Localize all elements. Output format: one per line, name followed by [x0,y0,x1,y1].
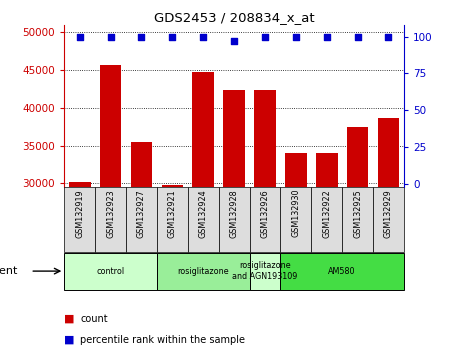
FancyBboxPatch shape [218,187,250,252]
Text: AM580: AM580 [328,267,356,276]
FancyBboxPatch shape [64,187,95,252]
FancyBboxPatch shape [250,187,280,252]
Text: GSM132926: GSM132926 [260,189,269,238]
Text: GSM132919: GSM132919 [75,189,84,238]
Title: GDS2453 / 208834_x_at: GDS2453 / 208834_x_at [154,11,314,24]
Text: GSM132930: GSM132930 [291,189,300,238]
Point [200,34,207,39]
Point [76,34,84,39]
Point [138,34,145,39]
Text: rosiglitazone: rosiglitazone [177,267,229,276]
Point [385,34,392,39]
Text: percentile rank within the sample: percentile rank within the sample [80,335,245,345]
Bar [100,65,121,354]
Point [261,34,269,39]
Text: ■: ■ [64,314,75,324]
FancyBboxPatch shape [126,187,157,252]
Bar [254,90,276,354]
FancyBboxPatch shape [311,187,342,252]
Point [292,34,300,39]
Point [107,34,114,39]
Bar [316,153,337,354]
FancyBboxPatch shape [373,187,404,252]
Text: agent: agent [0,266,18,276]
Text: GSM132925: GSM132925 [353,189,362,238]
FancyBboxPatch shape [95,187,126,252]
Point [168,34,176,39]
Bar [378,118,399,354]
FancyBboxPatch shape [188,187,218,252]
Point [323,34,330,39]
Text: GSM132924: GSM132924 [199,189,208,238]
Text: ■: ■ [64,335,75,345]
Bar [131,142,152,354]
Bar [162,185,183,354]
Text: rosiglitazone
and AGN193109: rosiglitazone and AGN193109 [232,261,297,281]
FancyBboxPatch shape [157,187,188,252]
Text: GSM132922: GSM132922 [322,189,331,238]
Text: GSM132923: GSM132923 [106,189,115,238]
Text: count: count [80,314,108,324]
Text: GSM132921: GSM132921 [168,189,177,238]
FancyBboxPatch shape [280,253,404,290]
Text: GSM132927: GSM132927 [137,189,146,238]
Bar [69,182,90,354]
FancyBboxPatch shape [157,253,250,290]
Bar [223,90,245,354]
Text: GSM132928: GSM132928 [230,189,239,238]
FancyBboxPatch shape [64,253,157,290]
FancyBboxPatch shape [342,187,373,252]
FancyBboxPatch shape [250,253,280,290]
Bar [285,153,307,354]
Bar [347,127,369,354]
Point [230,38,238,44]
Text: control: control [96,267,125,276]
Point [354,34,361,39]
Text: GSM132929: GSM132929 [384,189,393,238]
Bar [192,72,214,354]
FancyBboxPatch shape [280,187,311,252]
